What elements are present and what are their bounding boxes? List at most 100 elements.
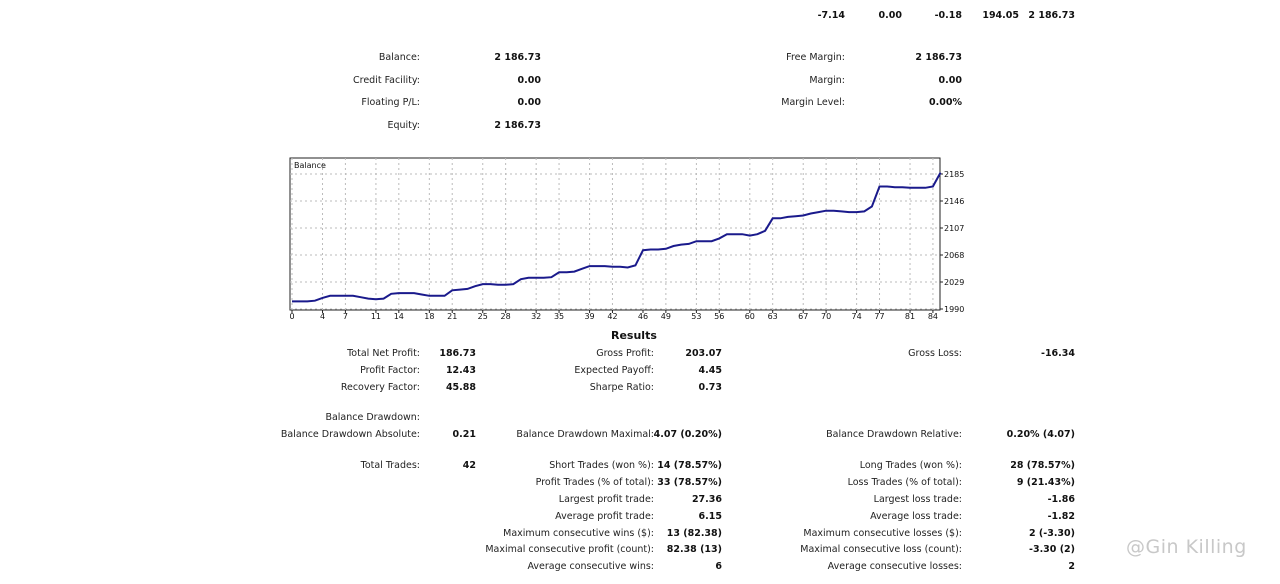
equity-value: 2 186.73 — [494, 120, 541, 131]
balance-value: 2 186.73 — [494, 52, 541, 63]
x-tick-label: 74 — [852, 312, 862, 321]
margin-label: Margin: — [809, 75, 845, 86]
result-label: Maximal consecutive profit (count): — [485, 544, 654, 555]
result-label: Largest profit trade: — [558, 494, 654, 505]
top-value-5: 2 186.73 — [1028, 10, 1075, 21]
x-tick-label: 81 — [905, 312, 915, 321]
top-value-1: -7.14 — [817, 10, 845, 21]
plot-area — [289, 157, 941, 311]
free-margin-label: Free Margin: — [786, 52, 845, 63]
result-label: Average loss trade: — [870, 511, 962, 522]
top-value-4: 194.05 — [982, 10, 1019, 21]
x-tick-label: 25 — [478, 312, 488, 321]
result-value: 14 (78.57%) — [657, 460, 722, 471]
result-value: -1.82 — [1047, 511, 1075, 522]
result-value: 203.07 — [685, 348, 722, 359]
result-label: Sharpe Ratio: — [589, 382, 654, 393]
result-value: 6 — [715, 561, 722, 572]
x-tick-label: 0 — [289, 312, 294, 321]
result-label: Average consecutive wins: — [527, 561, 654, 572]
result-value: -1.86 — [1047, 494, 1075, 505]
margin-value: 0.00 — [938, 75, 962, 86]
y-tick-label: 2146 — [944, 197, 964, 206]
watermark: @Gin Killing — [1126, 536, 1247, 558]
result-label: Gross Loss: — [908, 348, 962, 359]
result-value: 6.15 — [698, 511, 722, 522]
result-value: -3.30 (2) — [1029, 544, 1075, 555]
x-tick-label: 60 — [745, 312, 755, 321]
result-value: 0.73 — [698, 382, 722, 393]
floating-pl-label: Floating P/L: — [361, 97, 420, 108]
margin-level-value: 0.00% — [929, 97, 962, 108]
result-value: 45.88 — [445, 382, 476, 393]
result-value: 12.43 — [445, 365, 476, 376]
balance-line — [292, 172, 942, 303]
x-tick-label: 84 — [928, 312, 938, 321]
result-label: Profit Factor: — [360, 365, 420, 376]
result-label: Profit Trades (% of total): — [535, 477, 654, 488]
x-tick-label: 21 — [447, 312, 457, 321]
result-label: Largest loss trade: — [873, 494, 962, 505]
result-value: 0.21 — [452, 429, 476, 440]
result-label: Short Trades (won %): — [549, 460, 654, 471]
result-value: 42 — [462, 460, 476, 471]
results-title: Results — [611, 329, 657, 342]
result-value: 28 (78.57%) — [1010, 460, 1075, 471]
result-value: 33 (78.57%) — [657, 477, 722, 488]
result-value: 13 (82.38) — [666, 528, 722, 539]
floating-pl-value: 0.00 — [517, 97, 541, 108]
x-tick-label: 46 — [638, 312, 648, 321]
top-value-3: -0.18 — [934, 10, 962, 21]
result-value: 27.36 — [691, 494, 722, 505]
result-value: -16.34 — [1041, 348, 1075, 359]
x-tick-label: 11 — [371, 312, 381, 321]
result-label: Balance Drawdown Maximal: — [516, 429, 654, 440]
result-value: 82.38 (13) — [666, 544, 722, 555]
y-tick-label: 2107 — [944, 224, 964, 233]
x-tick-label: 4 — [320, 312, 325, 321]
x-tick-label: 42 — [607, 312, 617, 321]
chart-title: Balance — [294, 161, 326, 170]
result-label: Maximum consecutive losses ($): — [803, 528, 962, 539]
x-tick-label: 63 — [768, 312, 778, 321]
x-tick-label: 32 — [531, 312, 541, 321]
x-tick-label: 67 — [798, 312, 808, 321]
x-tick-label: 28 — [501, 312, 511, 321]
result-value: 2 — [1068, 561, 1075, 572]
result-label: Gross Profit: — [596, 348, 654, 359]
result-value: 4.07 (0.20%) — [653, 429, 722, 440]
y-tick-label: 2185 — [944, 170, 964, 179]
y-tick-label: 2068 — [944, 251, 964, 260]
x-tick-label: 70 — [821, 312, 831, 321]
result-label: Total Trades: — [360, 460, 420, 471]
x-tick-label: 77 — [874, 312, 884, 321]
result-label: Total Net Profit: — [347, 348, 420, 359]
result-label: Recovery Factor: — [340, 382, 420, 393]
equity-label: Equity: — [387, 120, 420, 131]
x-tick-label: 49 — [661, 312, 671, 321]
result-label: Loss Trades (% of total): — [847, 477, 962, 488]
result-label: Long Trades (won %): — [859, 460, 962, 471]
result-label: Maximum consecutive wins ($): — [503, 528, 654, 539]
result-value: 4.45 — [698, 365, 722, 376]
credit-facility-value: 0.00 — [517, 75, 541, 86]
result-label: Expected Payoff: — [574, 365, 654, 376]
free-margin-value: 2 186.73 — [915, 52, 962, 63]
result-label: Balance Drawdown Relative: — [826, 429, 962, 440]
x-tick-label: 18 — [424, 312, 434, 321]
y-tick-label: 1990 — [944, 305, 964, 314]
x-tick-label: 39 — [584, 312, 594, 321]
y-tick-label: 2029 — [944, 278, 964, 287]
top-value-2: 0.00 — [878, 10, 902, 21]
result-value: 186.73 — [439, 348, 476, 359]
x-tick-label: 35 — [554, 312, 564, 321]
result-value: 2 (-3.30) — [1029, 528, 1075, 539]
result-label: Average consecutive losses: — [827, 561, 962, 572]
x-tick-label: 7 — [343, 312, 348, 321]
x-tick-label: 56 — [714, 312, 724, 321]
x-tick-label: 14 — [394, 312, 404, 321]
x-tick-label: 53 — [691, 312, 701, 321]
margin-level-label: Margin Level: — [781, 97, 845, 108]
balance-chart: Balance 0 4 7 11 14 18 21 25 28 32 35 39 42 46 49 53 56 6… — [289, 157, 964, 321]
result-label: Balance Drawdown: — [325, 412, 420, 423]
